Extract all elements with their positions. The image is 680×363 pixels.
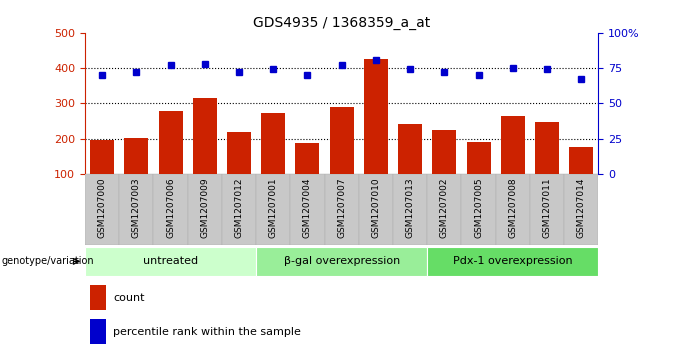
Bar — [193, 98, 217, 174]
Bar — [90, 140, 114, 174]
Text: GSM1207002: GSM1207002 — [440, 178, 449, 238]
Text: GSM1207013: GSM1207013 — [406, 178, 415, 238]
Bar — [432, 130, 456, 174]
Text: GSM1207000: GSM1207000 — [98, 178, 107, 238]
Bar — [398, 124, 422, 174]
Text: GSM1207010: GSM1207010 — [371, 178, 380, 238]
Bar — [364, 59, 388, 174]
Bar — [90, 319, 105, 344]
Text: percentile rank within the sample: percentile rank within the sample — [114, 327, 301, 337]
Bar — [90, 285, 105, 310]
Bar — [427, 247, 598, 276]
Text: β-gal overexpression: β-gal overexpression — [284, 256, 400, 266]
Bar — [324, 174, 359, 245]
Bar — [85, 247, 256, 276]
Bar — [256, 174, 290, 245]
Bar — [290, 174, 324, 245]
Bar — [261, 113, 285, 174]
Text: GSM1207007: GSM1207007 — [337, 178, 346, 238]
Bar — [124, 138, 148, 174]
Bar — [154, 174, 188, 245]
Bar — [296, 143, 320, 174]
Text: untreated: untreated — [143, 256, 198, 266]
Text: GSM1207003: GSM1207003 — [132, 178, 141, 238]
Text: GSM1207012: GSM1207012 — [235, 178, 243, 238]
Bar — [535, 122, 559, 174]
Bar — [501, 116, 525, 174]
Bar — [256, 247, 427, 276]
Text: GSM1207011: GSM1207011 — [543, 178, 551, 238]
Bar — [530, 174, 564, 245]
Text: Pdx-1 overexpression: Pdx-1 overexpression — [453, 256, 573, 266]
Text: genotype/variation: genotype/variation — [1, 256, 95, 266]
Bar — [359, 174, 393, 245]
Bar — [222, 174, 256, 245]
Text: GSM1207009: GSM1207009 — [201, 178, 209, 238]
Text: count: count — [114, 293, 145, 303]
Bar — [427, 174, 462, 245]
Text: GSM1207001: GSM1207001 — [269, 178, 277, 238]
Text: GSM1207004: GSM1207004 — [303, 178, 312, 238]
Text: GSM1207014: GSM1207014 — [577, 178, 585, 238]
Bar — [85, 174, 119, 245]
Bar — [496, 174, 530, 245]
Bar — [188, 174, 222, 245]
Bar — [119, 174, 154, 245]
Text: GSM1207008: GSM1207008 — [509, 178, 517, 238]
Bar — [564, 174, 598, 245]
Bar — [466, 142, 490, 174]
Text: GSM1207005: GSM1207005 — [474, 178, 483, 238]
Bar — [569, 147, 593, 174]
Bar — [462, 174, 496, 245]
Text: GSM1207006: GSM1207006 — [166, 178, 175, 238]
Bar — [227, 132, 251, 174]
Bar — [158, 111, 182, 174]
Bar — [393, 174, 427, 245]
Bar — [330, 107, 354, 174]
Title: GDS4935 / 1368359_a_at: GDS4935 / 1368359_a_at — [253, 16, 430, 30]
